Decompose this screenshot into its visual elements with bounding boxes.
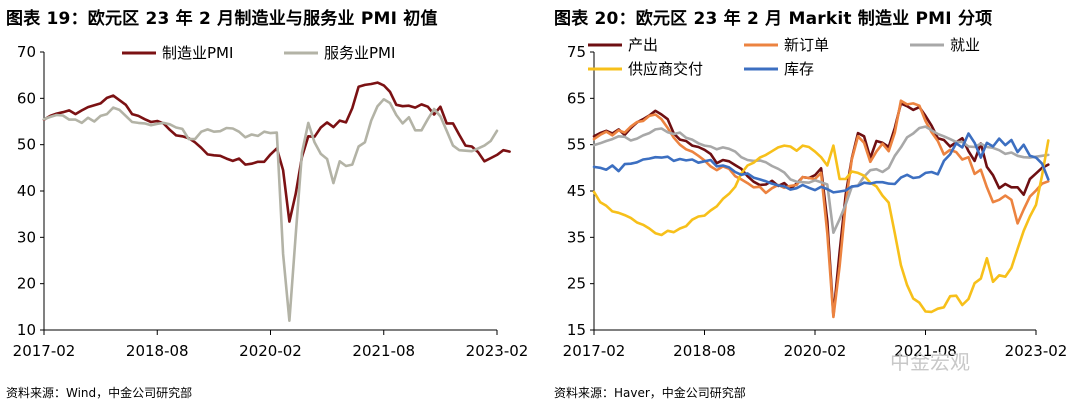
y-tick-label: 15 [567, 321, 586, 339]
legend-label: 产出 [628, 36, 658, 54]
series-line [592, 125, 1050, 234]
source-note: 资料来源：Haver，中金公司研究部 [554, 386, 746, 400]
source-note: 资料来源：Wind，中金公司研究部 [6, 386, 193, 400]
y-tick-label: 25 [567, 275, 586, 293]
y-tick-label: 50 [17, 136, 36, 154]
pmi-flash-chart: 10 20 30 40 50 60 70 2017-02 2018-08 2020-02 2021-… [13, 43, 529, 360]
y-tick-label: 20 [17, 275, 36, 293]
chart-panel-pmi-components: 图表 20：欧元区 23 年 2 月 Markit 制造业 PMI 分项 15 2… [548, 0, 1080, 409]
series-line [592, 132, 1050, 194]
legend-label: 服务业PMI [324, 44, 395, 62]
y-tick-label: 55 [567, 136, 586, 154]
x-tick-label: 2018-08 [673, 342, 736, 360]
chart-title: 图表 19：欧元区 23 年 2 月制造业与服务业 PMI 初值 [6, 9, 438, 29]
chart-panel-pmi-flash: 图表 19：欧元区 23 年 2 月制造业与服务业 PMI 初值 10 20 30 4… [6, 9, 529, 400]
x-tick-label: 2023-02 [466, 342, 529, 360]
y-tick-label: 60 [17, 89, 36, 107]
legend-label: 供应商交付 [628, 60, 703, 78]
y-tick-label: 65 [567, 89, 586, 107]
legend-label: 制造业PMI [162, 44, 233, 62]
y-tick-label: 40 [17, 182, 36, 200]
x-tick-label: 2021-08 [352, 342, 415, 360]
y-tick-label: 45 [567, 182, 586, 200]
x-tick-label: 2020-02 [239, 342, 302, 360]
x-tick-label: 2020-02 [784, 342, 847, 360]
x-tick-label: 2017-02 [563, 342, 626, 360]
series-line [592, 102, 1050, 317]
pmi-components-chart: 15 25 35 45 55 65 75 2017-02 2018-08 2020-02 2021-… [563, 36, 1068, 360]
chart-title: 图表 20：欧元区 23 年 2 月 Markit 制造业 PMI 分项 [554, 9, 993, 29]
legend-label: 新订单 [784, 36, 829, 54]
x-tick-label: 2021-08 [894, 342, 957, 360]
series-line [592, 139, 1050, 314]
y-tick-label: 10 [17, 321, 36, 339]
series-line [42, 98, 499, 323]
wechat-watermark: 中金宏观 [890, 350, 970, 374]
y-tick-label: 30 [17, 228, 36, 246]
legend-label: 库存 [784, 60, 814, 78]
x-tick-label: 2017-02 [13, 342, 76, 360]
x-tick-label: 2023-02 [1005, 342, 1068, 360]
legend-label: 就业 [950, 36, 980, 54]
y-tick-label: 75 [567, 43, 586, 61]
series-line [592, 99, 1050, 319]
x-tick-label: 2018-08 [126, 342, 189, 360]
y-tick-label: 35 [567, 228, 586, 246]
y-tick-label: 70 [17, 43, 36, 61]
